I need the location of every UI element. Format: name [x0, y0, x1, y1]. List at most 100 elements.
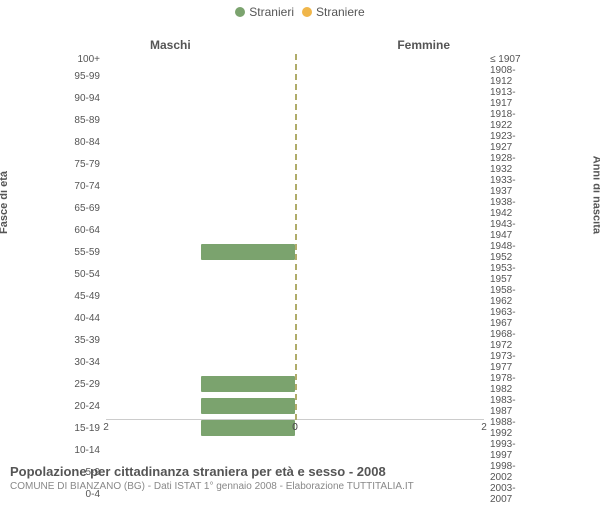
- age-tick: 100+: [58, 54, 106, 65]
- female-half: [295, 197, 484, 219]
- male-half: [106, 373, 295, 395]
- birth-tick: 1918-1922: [484, 109, 532, 131]
- male-half: [106, 153, 295, 175]
- age-tick: 50-54: [58, 269, 106, 280]
- male-half: [106, 439, 295, 461]
- y-axis-title-right: Anni di nascita: [590, 156, 600, 234]
- female-half: [295, 219, 484, 241]
- birth-tick: 1968-1972: [484, 329, 532, 351]
- legend-label-male: Stranieri: [249, 5, 294, 19]
- age-tick: 95-99: [58, 71, 106, 82]
- legend-label-female: Straniere: [316, 5, 365, 19]
- age-tick: 45-49: [58, 291, 106, 302]
- female-half: [295, 263, 484, 285]
- birth-tick: 1953-1957: [484, 263, 532, 285]
- male-half: [106, 285, 295, 307]
- legend: Stranieri Straniere: [0, 0, 600, 24]
- female-half: [295, 285, 484, 307]
- male-half: [106, 219, 295, 241]
- female-half: [295, 87, 484, 109]
- birth-tick: 1908-1912: [484, 65, 532, 87]
- male-half: [106, 54, 295, 65]
- age-tick: 30-34: [58, 357, 106, 368]
- male-half: [106, 241, 295, 263]
- age-tick: 75-79: [58, 159, 106, 170]
- header-female: Femmine: [397, 38, 450, 52]
- male-half: [106, 197, 295, 219]
- birth-tick: 1983-1987: [484, 395, 532, 417]
- birth-tick: 1943-1947: [484, 219, 532, 241]
- age-tick: 55-59: [58, 247, 106, 258]
- female-half: [295, 395, 484, 417]
- female-half: [295, 329, 484, 351]
- x-axis: 2 0 0 2: [106, 422, 484, 438]
- center-divider: [295, 54, 297, 420]
- male-half: [106, 65, 295, 87]
- x-axis-left: 2 0: [106, 422, 295, 438]
- chart-title: Popolazione per cittadinanza straniera p…: [10, 464, 590, 479]
- legend-item-male: Stranieri: [235, 5, 294, 19]
- header-male: Maschi: [150, 38, 191, 52]
- birth-tick: 1993-1997: [484, 439, 532, 461]
- birth-tick: 1978-1982: [484, 373, 532, 395]
- x-tick: 2: [103, 422, 109, 433]
- x-axis-right: 0 2: [295, 422, 484, 438]
- male-half: [106, 395, 295, 417]
- age-tick: 80-84: [58, 137, 106, 148]
- x-tick: 0: [292, 422, 298, 433]
- female-half: [295, 65, 484, 87]
- age-tick: 35-39: [58, 335, 106, 346]
- age-tick: 60-64: [58, 225, 106, 236]
- birth-tick: 1923-1927: [484, 131, 532, 153]
- male-bar: [201, 244, 296, 260]
- male-bar: [201, 398, 296, 414]
- legend-item-female: Straniere: [302, 5, 365, 19]
- female-half: [295, 54, 484, 65]
- legend-swatch-female: [302, 7, 312, 17]
- female-half: [295, 307, 484, 329]
- female-half: [295, 439, 484, 461]
- birth-tick: 1933-1937: [484, 175, 532, 197]
- age-tick: 25-29: [58, 379, 106, 390]
- chart-subtitle: COMUNE DI BIANZANO (BG) - Dati ISTAT 1° …: [10, 481, 590, 492]
- age-tick: 85-89: [58, 115, 106, 126]
- age-tick: 10-14: [58, 445, 106, 456]
- male-half: [106, 351, 295, 373]
- chart-row: 10-14 1993-1997: [58, 439, 532, 461]
- chart-footer: Popolazione per cittadinanza straniera p…: [10, 464, 590, 492]
- birth-tick: 1963-1967: [484, 307, 532, 329]
- birth-tick: 1913-1917: [484, 87, 532, 109]
- age-tick: 15-19: [58, 423, 106, 434]
- age-tick: 70-74: [58, 181, 106, 192]
- y-axis-title-left: Fasce di età: [0, 171, 10, 234]
- pyramid-chart: Stranieri Straniere Maschi Femmine Fasce…: [0, 0, 600, 500]
- age-tick: 40-44: [58, 313, 106, 324]
- male-half: [106, 131, 295, 153]
- age-tick: 65-69: [58, 203, 106, 214]
- female-half: [295, 351, 484, 373]
- male-half: [106, 109, 295, 131]
- birth-tick: 1973-1977: [484, 351, 532, 373]
- male-bar: [201, 376, 296, 392]
- birth-tick: 1988-1992: [484, 417, 532, 439]
- female-half: [295, 153, 484, 175]
- chart-area: Maschi Femmine Fasce di età Anni di nasc…: [0, 24, 600, 444]
- age-tick: 90-94: [58, 93, 106, 104]
- birth-tick: 1928-1932: [484, 153, 532, 175]
- male-half: [106, 329, 295, 351]
- birth-tick: 1958-1962: [484, 285, 532, 307]
- bar-zone: [106, 439, 484, 461]
- age-tick: 20-24: [58, 401, 106, 412]
- female-half: [295, 131, 484, 153]
- female-half: [295, 175, 484, 197]
- birth-tick: ≤ 1907: [484, 54, 532, 65]
- female-half: [295, 241, 484, 263]
- male-half: [106, 263, 295, 285]
- female-half: [295, 109, 484, 131]
- female-half: [295, 373, 484, 395]
- male-half: [106, 87, 295, 109]
- x-tick: 2: [481, 422, 487, 433]
- male-half: [106, 307, 295, 329]
- legend-swatch-male: [235, 7, 245, 17]
- birth-tick: 1938-1942: [484, 197, 532, 219]
